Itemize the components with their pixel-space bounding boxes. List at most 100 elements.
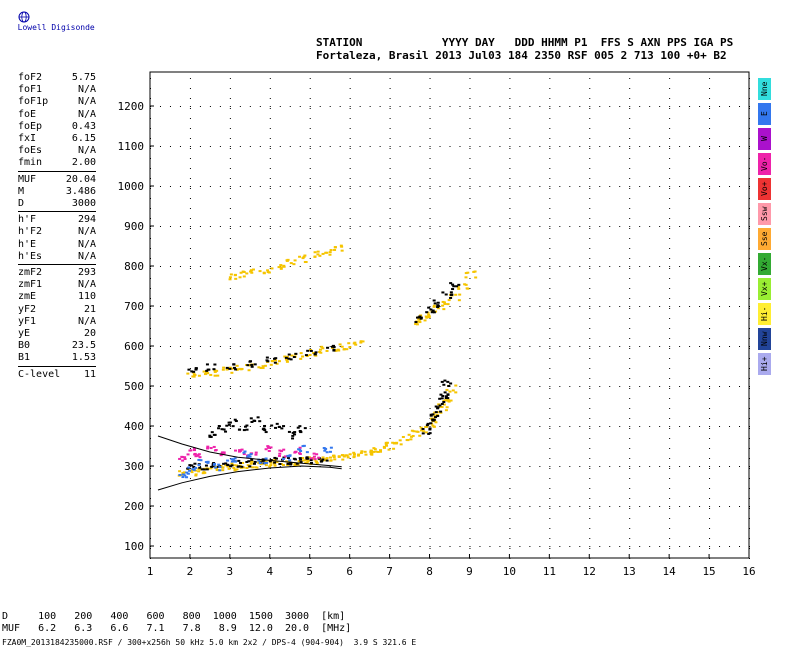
grid-dot <box>169 146 171 147</box>
grid-dot <box>669 398 671 399</box>
grid-dot <box>199 226 201 227</box>
param-key: foF1p <box>18 96 49 108</box>
grid-dot <box>669 418 671 419</box>
grid-dot <box>699 306 701 307</box>
echo-point <box>283 355 287 358</box>
grid-dot <box>409 186 411 187</box>
grid-dot <box>469 168 471 169</box>
param-key: D <box>18 198 25 209</box>
echo-point <box>242 466 246 469</box>
grid-dot <box>509 218 511 219</box>
grid-dot <box>150 308 151 309</box>
grid-dot <box>269 478 271 479</box>
grid-dot <box>579 266 581 267</box>
param-value: 11 <box>83 368 96 380</box>
echo-point <box>273 456 277 459</box>
echo-point <box>369 449 373 452</box>
grid-dot <box>329 226 331 227</box>
y-tick-label: 500 <box>124 380 144 393</box>
echo-point <box>185 471 189 474</box>
grid-dot <box>389 506 391 507</box>
echo-point <box>253 419 257 422</box>
grid-dot <box>549 218 551 219</box>
echo-point <box>429 422 433 425</box>
param-value: N/A <box>77 96 96 108</box>
grid-dot <box>249 546 251 547</box>
grid-dot <box>589 188 591 189</box>
grid-dot <box>529 306 531 307</box>
grid-dot <box>409 386 411 387</box>
grid-dot <box>679 506 681 507</box>
echo-point <box>442 383 446 386</box>
grid-dot <box>439 386 441 387</box>
echo-point <box>198 456 202 459</box>
grid-dot <box>269 248 271 249</box>
grid-dot <box>489 386 491 387</box>
param-value: 20 <box>83 328 96 339</box>
echo-point <box>243 450 247 453</box>
grid-dot <box>549 478 551 479</box>
grid-dot <box>529 506 531 507</box>
grid-dot <box>339 106 341 107</box>
grid-dot <box>669 78 671 79</box>
echo-point <box>225 424 229 427</box>
grid-dot <box>229 298 231 299</box>
y-tick-label: 1000 <box>118 180 145 193</box>
grid-dot <box>519 426 521 427</box>
echo-point <box>192 375 196 378</box>
grid-dot <box>489 506 491 507</box>
grid-dot <box>629 118 631 119</box>
grid-dot <box>399 226 401 227</box>
grid-dot <box>709 466 711 467</box>
grid-dot <box>589 168 591 169</box>
echo-point <box>233 457 237 460</box>
grid-dot <box>649 146 651 147</box>
echo-point <box>332 344 336 347</box>
grid-dot <box>339 186 341 187</box>
grid-dot <box>189 448 191 449</box>
grid-dot <box>489 346 491 347</box>
grid-dot <box>589 508 591 509</box>
grid-dot <box>589 338 591 339</box>
grid-dot <box>189 148 191 149</box>
grid-dot <box>579 346 581 347</box>
echo-point <box>230 371 234 374</box>
echo-point <box>316 253 320 256</box>
grid-dot <box>749 338 750 339</box>
grid-dot <box>509 378 511 379</box>
echo-point <box>222 462 226 465</box>
grid-dot <box>469 188 471 189</box>
echo-point <box>232 466 236 469</box>
grid-dot <box>529 146 531 147</box>
grid-dot <box>469 208 471 209</box>
grid-dot <box>629 238 631 239</box>
grid-dot <box>269 298 271 299</box>
echo-point <box>427 315 431 318</box>
echo-point <box>277 425 281 428</box>
grid-dot <box>349 178 351 179</box>
grid-dot <box>349 186 351 187</box>
grid-dot <box>469 478 471 479</box>
echo-point <box>417 317 421 320</box>
grid-dot <box>749 188 750 189</box>
echo-point <box>192 465 196 468</box>
echo-point <box>296 426 300 429</box>
grid-dot <box>169 186 171 187</box>
grid-dot <box>749 258 750 259</box>
echo-point <box>246 364 250 367</box>
echo-point <box>328 253 332 256</box>
echo-point <box>338 343 342 346</box>
grid-dot <box>589 348 591 349</box>
grid-dot <box>189 188 191 189</box>
grid-dot <box>689 546 691 547</box>
grid-dot <box>429 118 431 119</box>
echo-point <box>299 430 303 433</box>
echo-point <box>228 276 232 279</box>
param-key: yF2 <box>18 303 37 315</box>
echo-point <box>430 311 434 314</box>
echo-point <box>217 427 221 430</box>
echo-point <box>434 416 438 419</box>
grid-dot <box>519 106 521 107</box>
param-row: foF1p N/A <box>18 96 96 108</box>
grid-dot <box>429 448 431 449</box>
